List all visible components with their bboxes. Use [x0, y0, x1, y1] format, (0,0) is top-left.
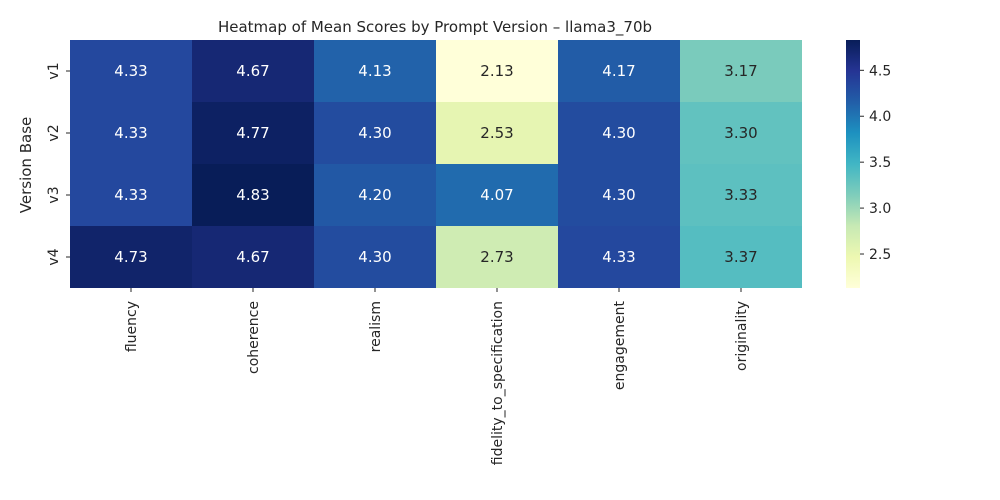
x-tick-label: realism	[368, 301, 384, 352]
heatmap-cell	[436, 164, 558, 226]
cell-value-label: 4.33	[602, 248, 635, 266]
cell-value-label: 4.20	[358, 186, 391, 204]
cell-value-label: 4.83	[236, 186, 269, 204]
x-tick-label: fidelity_to_specification	[490, 301, 506, 465]
cell-value-label: 3.37	[724, 248, 757, 266]
heatmap-cell	[436, 102, 558, 164]
y-tick-label: v3	[46, 186, 62, 203]
cell-value-label: 4.33	[114, 186, 147, 204]
cell-value-label: 2.73	[480, 248, 513, 266]
colorbar-tick-label: 3.5	[869, 155, 891, 171]
cell-value-label: 4.33	[114, 62, 147, 80]
heatmap-cell	[436, 40, 558, 102]
heatmap-cell	[558, 226, 680, 288]
cell-value-label: 2.53	[480, 124, 513, 142]
heatmap-cell	[558, 40, 680, 102]
cell-value-label: 4.33	[114, 124, 147, 142]
colorbar-tick-label: 4.0	[869, 109, 891, 125]
colorbar-tick-label: 2.5	[869, 247, 891, 263]
y-tick-labels: v1 v2 v3 v4	[46, 62, 70, 266]
cell-value-label: 3.33	[724, 186, 757, 204]
heatmap-cells: 4.33 4.67 4.13 2.13 4.17 3.17 4.33 4.77 4.30 2.53…	[70, 40, 802, 288]
cell-value-label: 4.67	[236, 248, 269, 266]
heatmap-cell	[192, 226, 314, 288]
heatmap-cell	[70, 102, 192, 164]
y-tick-label: v4	[46, 248, 62, 265]
cell-value-label: 4.77	[236, 124, 269, 142]
cell-value-label: 3.17	[724, 62, 757, 80]
colorbar-ticks: 2.5 3.0 3.5 4.0 4.5	[860, 63, 891, 263]
heatmap-cell	[680, 40, 802, 102]
cell-value-label: 4.30	[602, 186, 635, 204]
heatmap-cell	[680, 164, 802, 226]
heatmap-cell	[192, 164, 314, 226]
heatmap-cell	[70, 226, 192, 288]
cell-value-label: 4.67	[236, 62, 269, 80]
heatmap-cell	[436, 226, 558, 288]
colorbar-tick-label: 3.0	[869, 201, 891, 217]
heatmap-cell	[680, 102, 802, 164]
heatmap-cell	[314, 40, 436, 102]
cell-value-label: 4.30	[358, 248, 391, 266]
y-tick-label: v2	[46, 124, 62, 141]
x-tick-label: coherence	[246, 301, 262, 374]
cell-value-label: 4.17	[602, 62, 635, 80]
heatmap-cell	[192, 40, 314, 102]
cell-value-label: 2.13	[480, 62, 513, 80]
heatmap-cell	[314, 226, 436, 288]
y-tick-label: v1	[46, 62, 62, 79]
x-tick-label: fluency	[124, 301, 140, 352]
cell-value-label: 4.73	[114, 248, 147, 266]
x-tick-labels: fluency coherence realism fidelity_to_speci…	[124, 288, 750, 465]
colorbar-tick-label: 4.5	[869, 63, 891, 79]
cell-value-label: 4.07	[480, 186, 513, 204]
colorbar	[846, 40, 860, 288]
chart-title: Heatmap of Mean Scores by Prompt Version…	[218, 18, 652, 37]
heatmap-cell	[314, 164, 436, 226]
cell-value-label: 4.30	[602, 124, 635, 142]
x-tick-label: originality	[734, 301, 750, 371]
x-tick-label: engagement	[612, 301, 628, 391]
cell-value-label: 3.30	[724, 124, 757, 142]
heatmap-cell	[192, 102, 314, 164]
heatmap-cell	[70, 164, 192, 226]
heatmap-cell	[680, 226, 802, 288]
cell-value-label: 4.13	[358, 62, 391, 80]
cell-value-label: 4.30	[358, 124, 391, 142]
heatmap-cell	[70, 40, 192, 102]
heatmap-cell	[314, 102, 436, 164]
heatmap-cell	[558, 164, 680, 226]
y-axis-label: Version Base	[17, 117, 35, 213]
heatmap-cell	[558, 102, 680, 164]
